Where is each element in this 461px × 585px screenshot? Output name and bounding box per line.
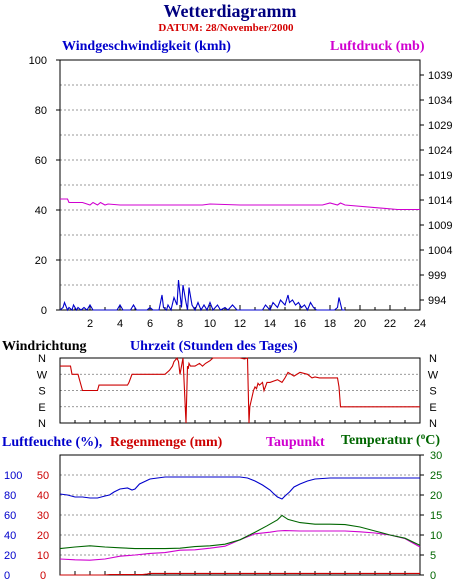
right-tick-label: 1019 [428,170,452,182]
rain-tick-label: 30 [37,510,49,522]
temperature-tick-label: 15 [430,510,442,522]
humidity-tick-label: 20 [4,550,16,562]
rain-tick-label: 50 [37,470,49,482]
right-tick-label: 1024 [428,145,452,157]
temperature-line [59,514,421,550]
x-tick-label: 12 [234,318,246,330]
x-tick-label: 20 [354,318,366,330]
humidity-temperature-panel: 0 20 40 60 80 100 0 10 20 30 40 50 0 5 10 15 20 25 30 [4,450,442,582]
direction-label-right: S [429,386,436,398]
wind-speed-line [59,279,345,312]
dewpoint-line [59,530,421,561]
x-tick-label: 10 [204,318,216,330]
y-tick-label: 20 [35,255,47,267]
humidity-tick-label: 60 [4,510,16,522]
temperature-tick-label: 25 [430,470,442,482]
y-tick-label: 60 [35,155,47,167]
humidity-tick-label: 0 [4,570,10,582]
right-tick-label: 1009 [428,220,452,232]
right-tick-label: 1004 [428,245,452,257]
temperature-label-degree: o [421,431,426,441]
y-tick-label: 80 [35,105,47,117]
direction-label-left: W [37,369,48,381]
humidity-label: Luftfeuchte (%), [2,435,102,450]
direction-label-right: N [429,353,437,365]
wind-direction-line [60,356,420,424]
temperature-tick-label: 10 [430,530,442,542]
rain-tick-label: 10 [37,550,49,562]
direction-label-left: N [38,353,46,365]
direction-label-right: E [429,402,436,414]
right-tick-label: 994 [428,295,446,307]
x-tick-label: 16 [294,318,306,330]
x-tick-label: 24 [414,318,426,330]
pressure-line [60,198,420,211]
temperature-tick-label: 5 [430,550,436,562]
rain-tick-label: 0 [40,570,46,582]
direction-label-right: W [428,369,439,381]
humidity-tick-label: 100 [4,470,22,482]
right-tick-label: 1029 [428,120,452,132]
direction-label-left: N [38,418,46,430]
dewpoint-label: Taupunkt [266,435,325,450]
pressure-label: Luftdruck (mb) [330,39,425,54]
direction-label-right: N [429,418,437,430]
x-tick-label: 22 [384,318,396,330]
wind-speed-label: Windgeschwindigkeit (kmh) [62,39,231,54]
x-tick-label: 4 [117,318,123,330]
chart-subtitle: DATUM: 28/November/2000 [158,22,294,34]
humidity-tick-label: 40 [4,530,16,542]
temperature-tick-label: 30 [430,450,442,462]
y-tick-label: 100 [29,55,47,67]
direction-label-left: S [38,386,45,398]
rain-tick-label: 40 [37,490,49,502]
right-tick-label: 1039 [428,70,452,82]
wind-pressure-panel: 0204060801009949991004100910141019102410… [29,55,453,330]
right-tick-label: 1034 [428,95,452,107]
wind-direction-panel: N NE ES SW WN N [37,353,439,430]
humidity-tick-label: 80 [4,490,16,502]
x-tick-label: 18 [324,318,336,330]
right-tick-label: 999 [428,270,446,282]
temperature-label-unit: C) [425,433,440,448]
temperature-label: Temperatur (oC) [341,431,440,448]
chart-title: Wetterdiagramm [164,1,297,21]
hours-axis-label: Uhrzeit (Stunden des Tages) [130,339,298,354]
right-tick-label: 1014 [428,195,452,207]
x-tick-label: 14 [264,318,276,330]
temperature-tick-label: 0 [430,570,436,582]
rain-line [60,572,420,576]
humidity-line [59,476,420,500]
x-tick-label: 2 [87,318,93,330]
direction-label-left: E [38,402,45,414]
x-tick-label: 6 [147,318,153,330]
y-tick-label: 40 [35,205,47,217]
y-tick-label: 0 [41,305,47,317]
wind-direction-label: Windrichtung [2,339,87,354]
temperature-tick-label: 20 [430,490,442,502]
rain-tick-label: 20 [37,530,49,542]
rain-label: Regenmenge (mm) [110,435,223,450]
x-tick-label: 8 [177,318,183,330]
temperature-label-text: Temperatur ( [341,433,421,448]
